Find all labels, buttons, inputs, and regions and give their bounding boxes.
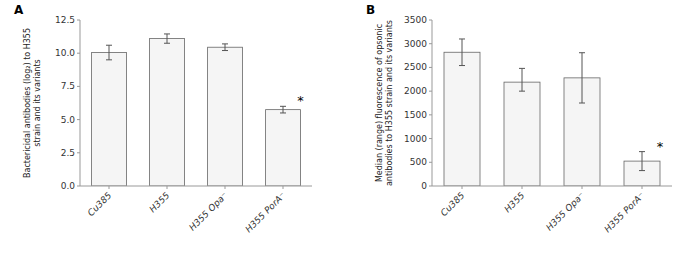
y-axis-label-line: Median (range) fluorescence of opsonic [375, 24, 384, 182]
panel-label: A [14, 3, 24, 17]
x-tick-label: H355 Opa⁻ [187, 190, 230, 233]
y-tick [77, 119, 80, 120]
y-tick-label: 5.0 [61, 115, 76, 125]
panel-label: B [366, 3, 375, 17]
error-bar [106, 45, 112, 60]
annotation: * [657, 139, 664, 154]
bar [150, 39, 185, 186]
y-tick-label: 500 [410, 157, 427, 167]
x-tick-label: H355 [147, 190, 171, 214]
y-axis-label-line: antibodies to H355 strain and its varian… [385, 20, 394, 186]
y-tick [77, 186, 80, 187]
y-tick [77, 86, 80, 87]
y-tick-label: 2.5 [61, 148, 75, 158]
x-tick-label: H355 Opa⁻ [544, 190, 587, 233]
marks [92, 34, 301, 186]
y-tick-label: 1000 [404, 134, 427, 144]
y-tick-label: 7.5 [61, 81, 75, 91]
y-tick [429, 186, 432, 187]
y-tick [77, 53, 80, 54]
error-bar [579, 53, 585, 103]
panel: 0.0 2.5 5.0 7.5 10.0 12.5 Cu385 H355 H355 Opa⁻ H3… [14, 3, 312, 234]
y-tick [429, 20, 432, 21]
bar [504, 82, 540, 186]
panel: 0 500 1000 1500 2000 2500 3000 3500 Cu385 H355 H35… [366, 3, 672, 234]
y-tick-label: 12.5 [55, 15, 75, 25]
x-tick [283, 186, 284, 189]
error-bar [222, 44, 228, 51]
y-tick [429, 114, 432, 115]
x-tick [522, 186, 523, 189]
y-tick-label: 1500 [404, 110, 427, 120]
y-tick-label: 3000 [404, 39, 427, 49]
bar [444, 52, 480, 186]
x-tick-label: H355 [502, 190, 526, 214]
y-tick [429, 67, 432, 68]
bar [208, 47, 243, 186]
error-bar [519, 68, 525, 91]
y-axis [432, 20, 433, 186]
error-bar [639, 152, 645, 171]
y-axis-label: Median (range) fluorescence of opsonican… [375, 20, 394, 186]
y-tick [429, 138, 432, 139]
error-bar [164, 34, 170, 43]
x-tick [462, 186, 463, 189]
chart-root: 0.0 2.5 5.0 7.5 10.0 12.5 Cu385 H355 H355 Opa⁻ H3… [0, 0, 689, 264]
y-tick-label: 0.0 [61, 181, 76, 191]
y-axis [80, 20, 81, 186]
error-bar [280, 106, 286, 113]
marks [444, 39, 660, 186]
error-bar [459, 39, 465, 66]
x-tick [109, 186, 110, 189]
y-tick-label: 2000 [404, 86, 427, 96]
x-axis [432, 186, 672, 187]
x-tick [642, 186, 643, 189]
y-tick [429, 162, 432, 163]
y-tick [77, 152, 80, 153]
bar [266, 110, 301, 186]
bar [92, 53, 127, 186]
y-tick [429, 43, 432, 44]
x-tick-label: H355 PorA⁻ [243, 190, 287, 234]
y-tick-label: 2500 [404, 62, 427, 72]
annotation: * [297, 93, 304, 108]
y-tick-label: 3500 [404, 15, 427, 25]
x-axis [80, 186, 312, 187]
y-tick [77, 20, 80, 21]
y-tick-label: 0 [421, 181, 427, 191]
x-tick [167, 186, 168, 189]
y-axis-label: Bactericidal antibodies (log₂) to H355st… [23, 28, 42, 178]
y-axis-label-line: strain and its variants [33, 59, 42, 146]
y-axis-label-line: Bactericidal antibodies (log₂) to H355 [23, 28, 32, 178]
x-tick-label: Cu385 [86, 190, 114, 218]
y-tick [429, 91, 432, 92]
x-tick [582, 186, 583, 189]
x-tick [225, 186, 226, 189]
x-tick-label: H355 PorA⁻ [602, 190, 646, 234]
x-tick-label: Cu385 [439, 190, 467, 218]
y-tick-label: 10.0 [55, 48, 75, 58]
